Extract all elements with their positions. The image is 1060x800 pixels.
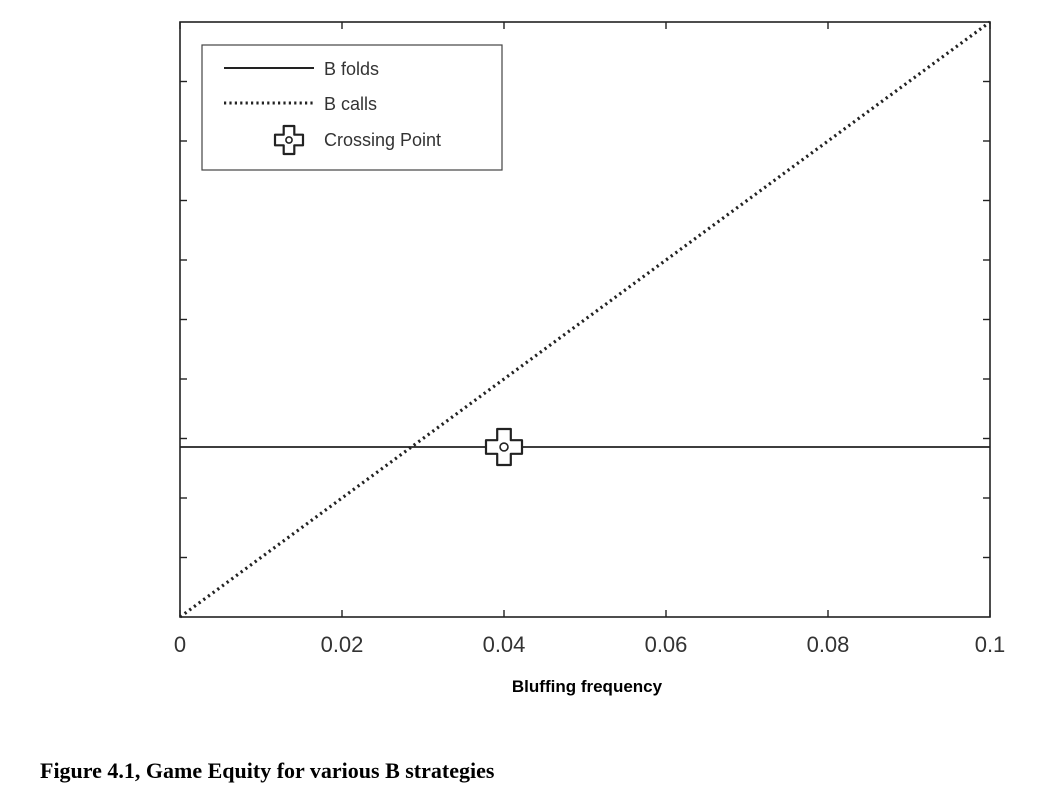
legend-label-b-folds: B folds: [324, 59, 379, 79]
legend-label-b-calls: B calls: [324, 94, 377, 114]
x-tick-label: 0.02: [321, 632, 364, 657]
figure-caption: Figure 4.1, Game Equity for various B st…: [40, 758, 495, 783]
markers: [484, 427, 524, 467]
x-tick-label: 0.06: [645, 632, 688, 657]
legend-crossing-marker-icon: [273, 124, 305, 156]
crossing-point-marker-icon: [484, 427, 524, 467]
x-tick-label: 0.04: [483, 632, 526, 657]
x-tick-labels: 0 0.02 0.04 0.06 0.08 0.1: [174, 632, 1005, 657]
x-tick-label: 0: [174, 632, 186, 657]
legend-marker-shape: [273, 124, 305, 156]
x-axis-label: Bluffing frequency: [512, 677, 663, 696]
legend-box: [201, 44, 503, 171]
plot-frame: [179, 21, 991, 618]
legend-label-crossing-point: Crossing Point: [324, 130, 441, 150]
x-tick-label: 0.1: [975, 632, 1006, 657]
legend: B folds B calls Crossing Point: [201, 44, 503, 171]
chart: 0 0.02 0.04 0.06 0.08 0.1 Bluffing frequency …: [174, 20, 1005, 696]
series-lines: [179, 20, 991, 619]
x-tick-label: 0.08: [807, 632, 850, 657]
